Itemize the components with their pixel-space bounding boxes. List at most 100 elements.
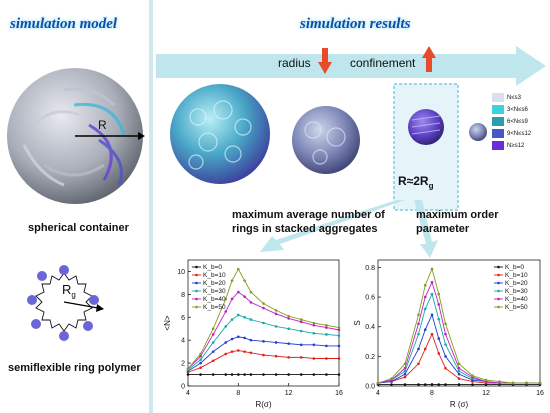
caption-stacked-aggregates: maximum average number of rings in stack…	[232, 209, 385, 235]
legend-marker	[195, 273, 198, 277]
sphere-medium	[292, 106, 360, 174]
data-point	[199, 366, 202, 369]
data-point	[262, 353, 265, 357]
data-point	[423, 347, 427, 351]
data-point	[325, 333, 328, 336]
data-point	[211, 327, 215, 331]
data-point	[211, 350, 215, 353]
ring-count-legend-item: N≥s12	[492, 140, 548, 151]
data-point	[417, 322, 420, 326]
data-point	[262, 321, 265, 325]
y-axis-label: S	[353, 320, 362, 325]
data-point	[274, 373, 278, 376]
legend-label: 6<N≤s9	[507, 118, 528, 125]
ring-radius-symbol: Rg	[62, 282, 76, 300]
data-point	[262, 373, 265, 376]
radius-trend-label: radius	[278, 56, 311, 70]
legend-entry: K_b=10	[505, 272, 528, 279]
y-tick-label: 0.0	[365, 384, 375, 391]
data-point	[243, 295, 246, 298]
x-tick-label: 16	[536, 390, 544, 397]
data-point	[224, 341, 228, 344]
data-point	[457, 377, 461, 380]
data-point	[417, 332, 420, 336]
data-point	[444, 383, 447, 386]
legend-entry: K_b=50	[505, 304, 528, 311]
y-tick-label: 0.8	[365, 265, 375, 272]
data-point	[230, 279, 234, 282]
data-point	[243, 336, 246, 340]
data-point	[390, 377, 393, 380]
connector-arrows	[260, 200, 438, 258]
trend-banner-arrow	[156, 46, 546, 86]
data-point	[230, 337, 234, 341]
ring-count-legend: N≤s3 3<N≤s6 6<N≤s9 9<N≤s12 N≥s12	[492, 92, 548, 152]
connector-right	[414, 200, 438, 258]
data-point	[287, 373, 290, 376]
legend-marker	[195, 281, 198, 285]
data-point	[199, 354, 202, 358]
legend-entry: K_b=40	[505, 296, 528, 303]
data-point	[249, 373, 253, 376]
panel-divider	[149, 0, 153, 413]
data-point	[538, 381, 542, 385]
confinement-increase-arrow	[422, 46, 436, 72]
data-point	[403, 369, 407, 373]
data-point	[249, 301, 253, 304]
data-point	[243, 350, 246, 353]
data-point	[299, 373, 303, 376]
data-point	[199, 358, 202, 361]
ring-count-legend-item: 6<N≤s9	[492, 116, 548, 127]
caption-order-parameter: maximum order parameter	[416, 209, 499, 235]
data-point	[325, 357, 328, 360]
data-point	[274, 309, 278, 312]
legend-marker	[497, 289, 500, 293]
legend-swatch	[492, 105, 504, 114]
data-point	[237, 290, 240, 294]
sphere-tiny	[469, 123, 487, 141]
x-axis-label: R(σ)	[255, 400, 271, 409]
data-point	[312, 321, 316, 325]
ring-radius-arrow	[63, 301, 99, 309]
ring-count-legend-item: 9<N≤s12	[492, 128, 548, 139]
chart-average-rings: 4 8 12 160246810R(σ)<N>K_b=0K_b=10K_b=20K_b…	[163, 259, 343, 409]
data-point	[262, 306, 265, 310]
data-point	[224, 325, 228, 328]
y-tick-label: 2	[181, 361, 185, 368]
x-tick-label: 4	[186, 390, 190, 397]
legend-label: N≥s12	[507, 142, 525, 149]
confinement-trend-label: confinement	[350, 56, 416, 70]
legend-marker	[497, 273, 500, 277]
data-point	[224, 373, 228, 376]
legend-entry: K_b=30	[203, 288, 226, 295]
data-point	[299, 318, 303, 321]
data-point	[224, 310, 228, 313]
data-point	[211, 359, 215, 363]
data-point	[417, 313, 420, 317]
data-point	[230, 373, 234, 376]
data-point	[403, 375, 407, 379]
data-point	[437, 292, 441, 296]
data-point	[199, 361, 202, 365]
data-point	[186, 373, 190, 376]
legend-swatch	[492, 93, 504, 102]
radius-symbol: R	[98, 118, 107, 132]
legend-marker	[195, 289, 198, 293]
legend-swatch	[492, 117, 504, 126]
data-point	[437, 317, 441, 321]
data-point	[274, 341, 278, 344]
data-point	[211, 333, 215, 336]
data-point	[199, 373, 202, 376]
ring-bead	[83, 321, 93, 331]
data-point	[299, 356, 303, 359]
data-point	[312, 332, 316, 335]
ring-bead	[59, 331, 69, 341]
spherical-container-label: spherical container	[28, 222, 129, 234]
data-point	[274, 312, 278, 316]
ring-bead	[27, 295, 37, 305]
data-point	[224, 352, 228, 356]
data-point	[337, 328, 341, 332]
y-tick-label: 0	[181, 384, 185, 391]
data-point	[287, 314, 290, 318]
x-tick-label: 12	[285, 390, 293, 397]
